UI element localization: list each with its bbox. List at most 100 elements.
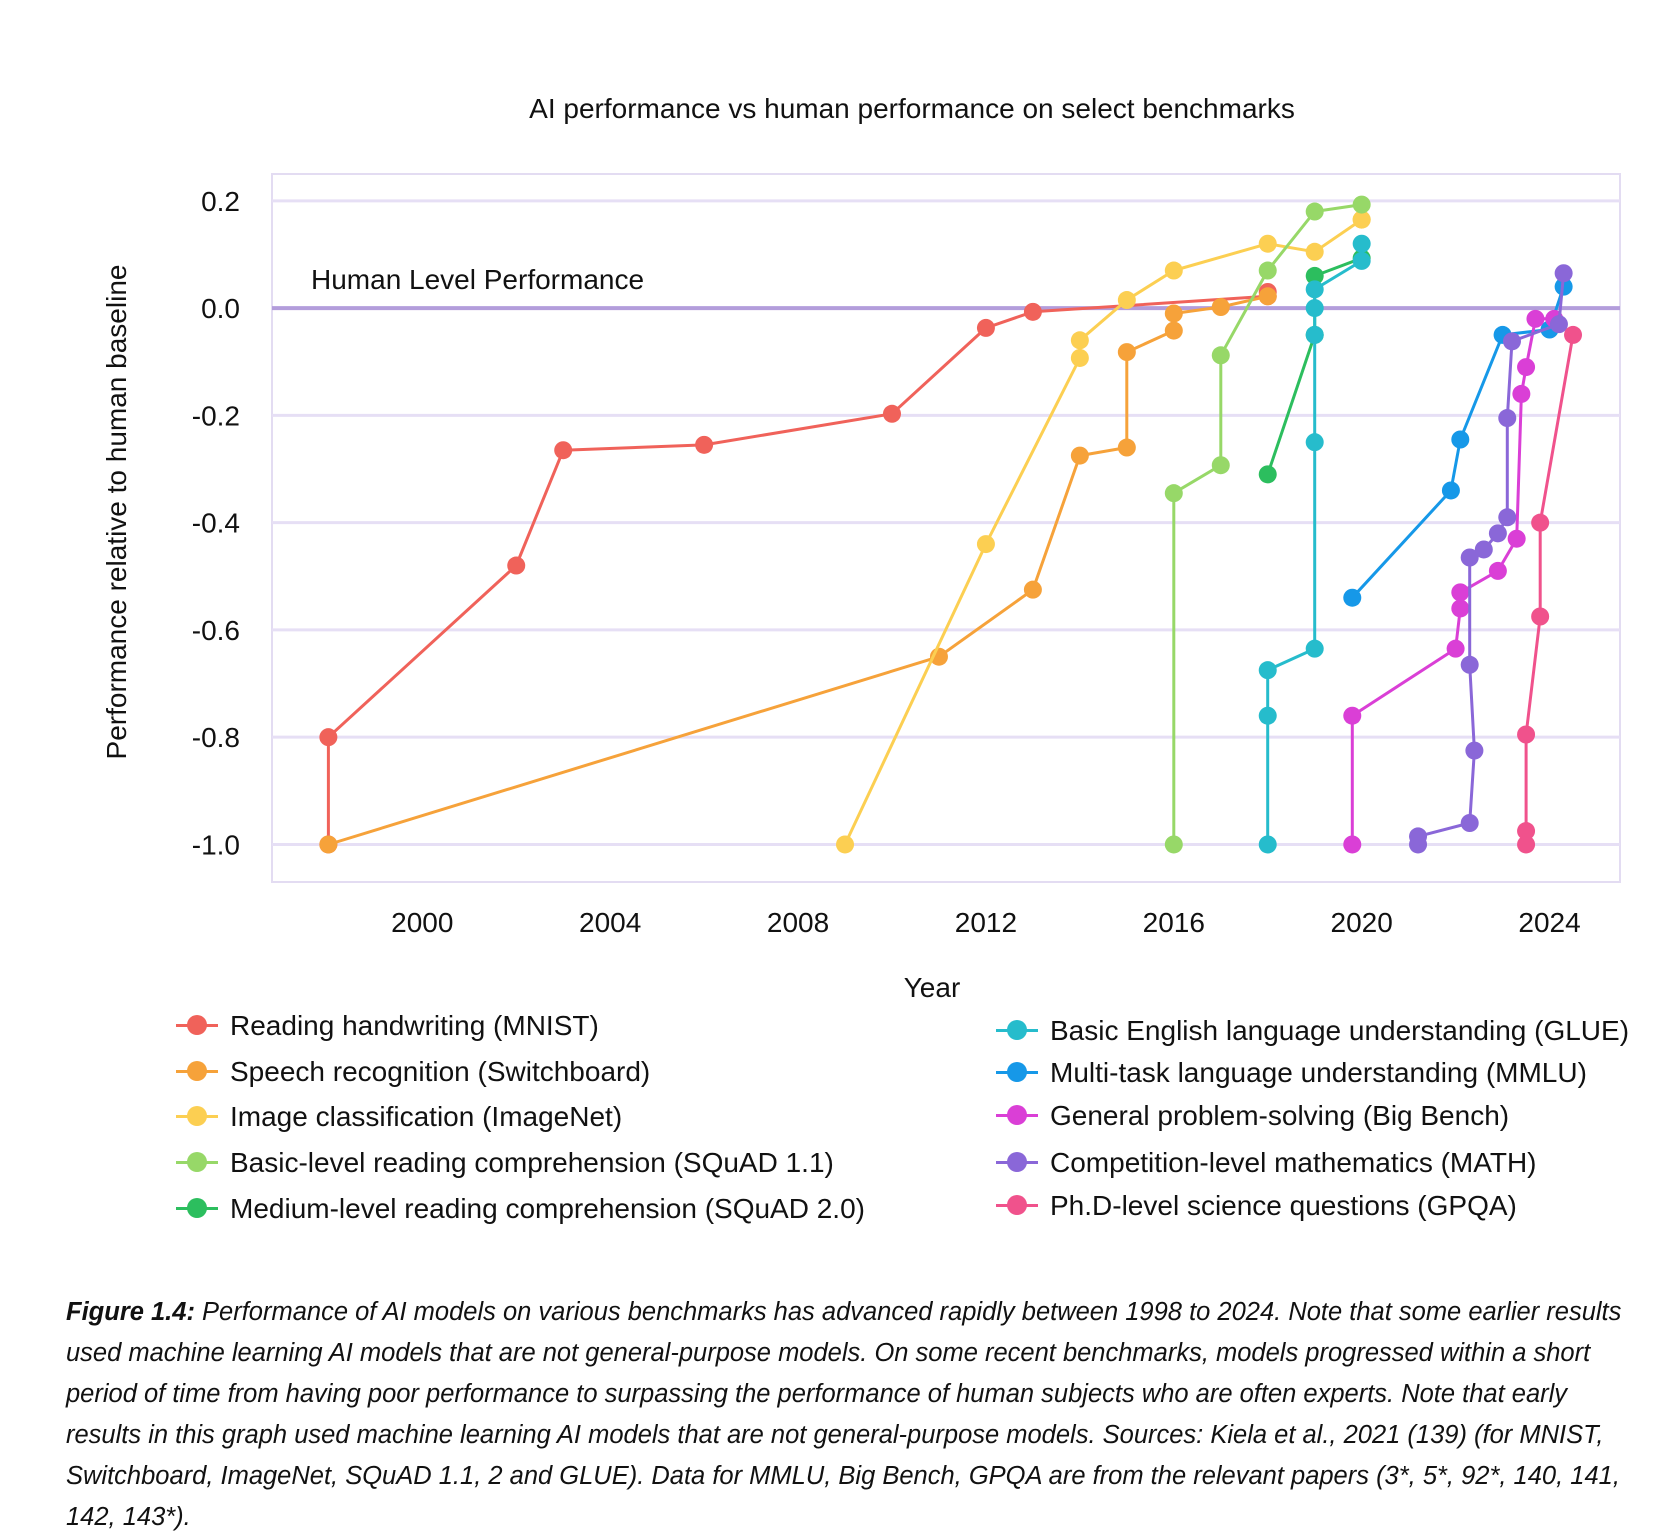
data-point [976,535,995,554]
series-1 [319,287,1277,854]
series-layer [319,195,1583,854]
series-line [327,294,1269,846]
data-point [1164,261,1183,280]
data-point [1211,298,1230,317]
data-point [1211,456,1230,475]
data-point [1305,299,1324,318]
data-point [1352,195,1371,214]
data-point [1554,264,1573,283]
data-point [1117,438,1136,457]
data-point [1507,529,1526,548]
data-point [1258,661,1277,680]
data-point [1258,234,1277,253]
data-point [554,441,573,460]
y-tick-label: -0.6 [192,615,240,646]
data-point [1517,358,1536,377]
data-point [319,835,338,854]
data-point [1258,261,1277,280]
data-point [1352,251,1371,270]
y-tick-label: 0.0 [201,293,240,324]
data-point [1164,304,1183,323]
data-point [1258,465,1277,484]
tick-labels: 0.2 0.0 -0.2 -0.4 -0.6 -0.8 -1.0 2000 2004 2008 20… [192,186,1581,938]
data-point [1305,433,1324,452]
data-point [1517,822,1536,841]
data-point [1070,348,1089,367]
data-point [1305,266,1324,285]
data-point [695,435,714,454]
data-point [1526,309,1545,328]
series-3 [1164,195,1371,854]
data-point [1164,321,1183,340]
data-point [1258,835,1277,854]
data-point [1023,580,1042,599]
y-tick-label: -0.4 [192,508,240,539]
x-tick-label: 2000 [391,907,453,938]
data-point [1305,202,1324,221]
data-point [1451,583,1470,602]
data-point [1564,325,1583,344]
x-tick-label: 2016 [1143,907,1205,938]
data-point [976,318,995,337]
y-tick-label: -1.0 [192,829,240,860]
data-point [1258,287,1277,306]
data-point [1352,234,1371,253]
data-point [1258,706,1277,725]
data-point [1343,706,1362,725]
data-point [1343,588,1362,607]
series-9 [1517,325,1583,854]
series-7 [1343,309,1564,854]
chart-title: AI performance vs human performance on s… [529,93,1295,124]
data-point [1498,508,1517,527]
data-point [1465,741,1484,760]
reference-line-group: Human Level Performance [272,264,1620,311]
data-point [1211,346,1230,365]
data-point [1451,430,1470,449]
x-tick-label: 2012 [955,907,1017,938]
data-point [1305,639,1324,658]
data-point [1531,607,1550,626]
data-point [1512,384,1531,403]
data-point [1117,291,1136,310]
x-tick-label: 2020 [1331,907,1393,938]
y-tick-label: -0.2 [192,400,240,431]
data-point [1305,242,1324,261]
data-point [1343,835,1362,854]
data-point [1023,302,1042,321]
data-point [1164,835,1183,854]
data-point [1531,513,1550,532]
x-axis-label: Year [904,972,961,1003]
data-point [1446,639,1465,658]
data-point [1474,540,1493,559]
plot-frame [271,173,1621,883]
data-point [1164,484,1183,503]
y-tick-label: 0.2 [201,186,240,217]
data-point [1441,481,1460,500]
data-point [1502,332,1521,351]
series-line [1266,243,1364,845]
data-point [836,835,855,854]
series-0 [319,283,1277,854]
data-point [1549,315,1568,334]
data-point [1488,524,1507,543]
x-tick-label: 2024 [1518,907,1580,938]
caption-label: Figure 1.4: [66,1298,195,1326]
y-tick-label: -0.8 [192,722,240,753]
series-2 [836,210,1371,854]
data-point [1451,599,1470,618]
data-point [1305,280,1324,299]
data-point [1460,814,1479,832]
data-point [1305,325,1324,344]
data-point [882,404,901,423]
data-point [1070,331,1089,350]
x-tick-label: 2008 [767,907,829,938]
data-point [1460,655,1479,674]
series-line [1416,273,1566,845]
data-point [1488,561,1507,580]
human-baseline-label: Human Level Performance [311,264,644,295]
grid-lines [272,199,1620,846]
series-line [843,218,1363,846]
figure-caption: Figure 1.4: Performance of AI models on … [66,1292,1646,1538]
